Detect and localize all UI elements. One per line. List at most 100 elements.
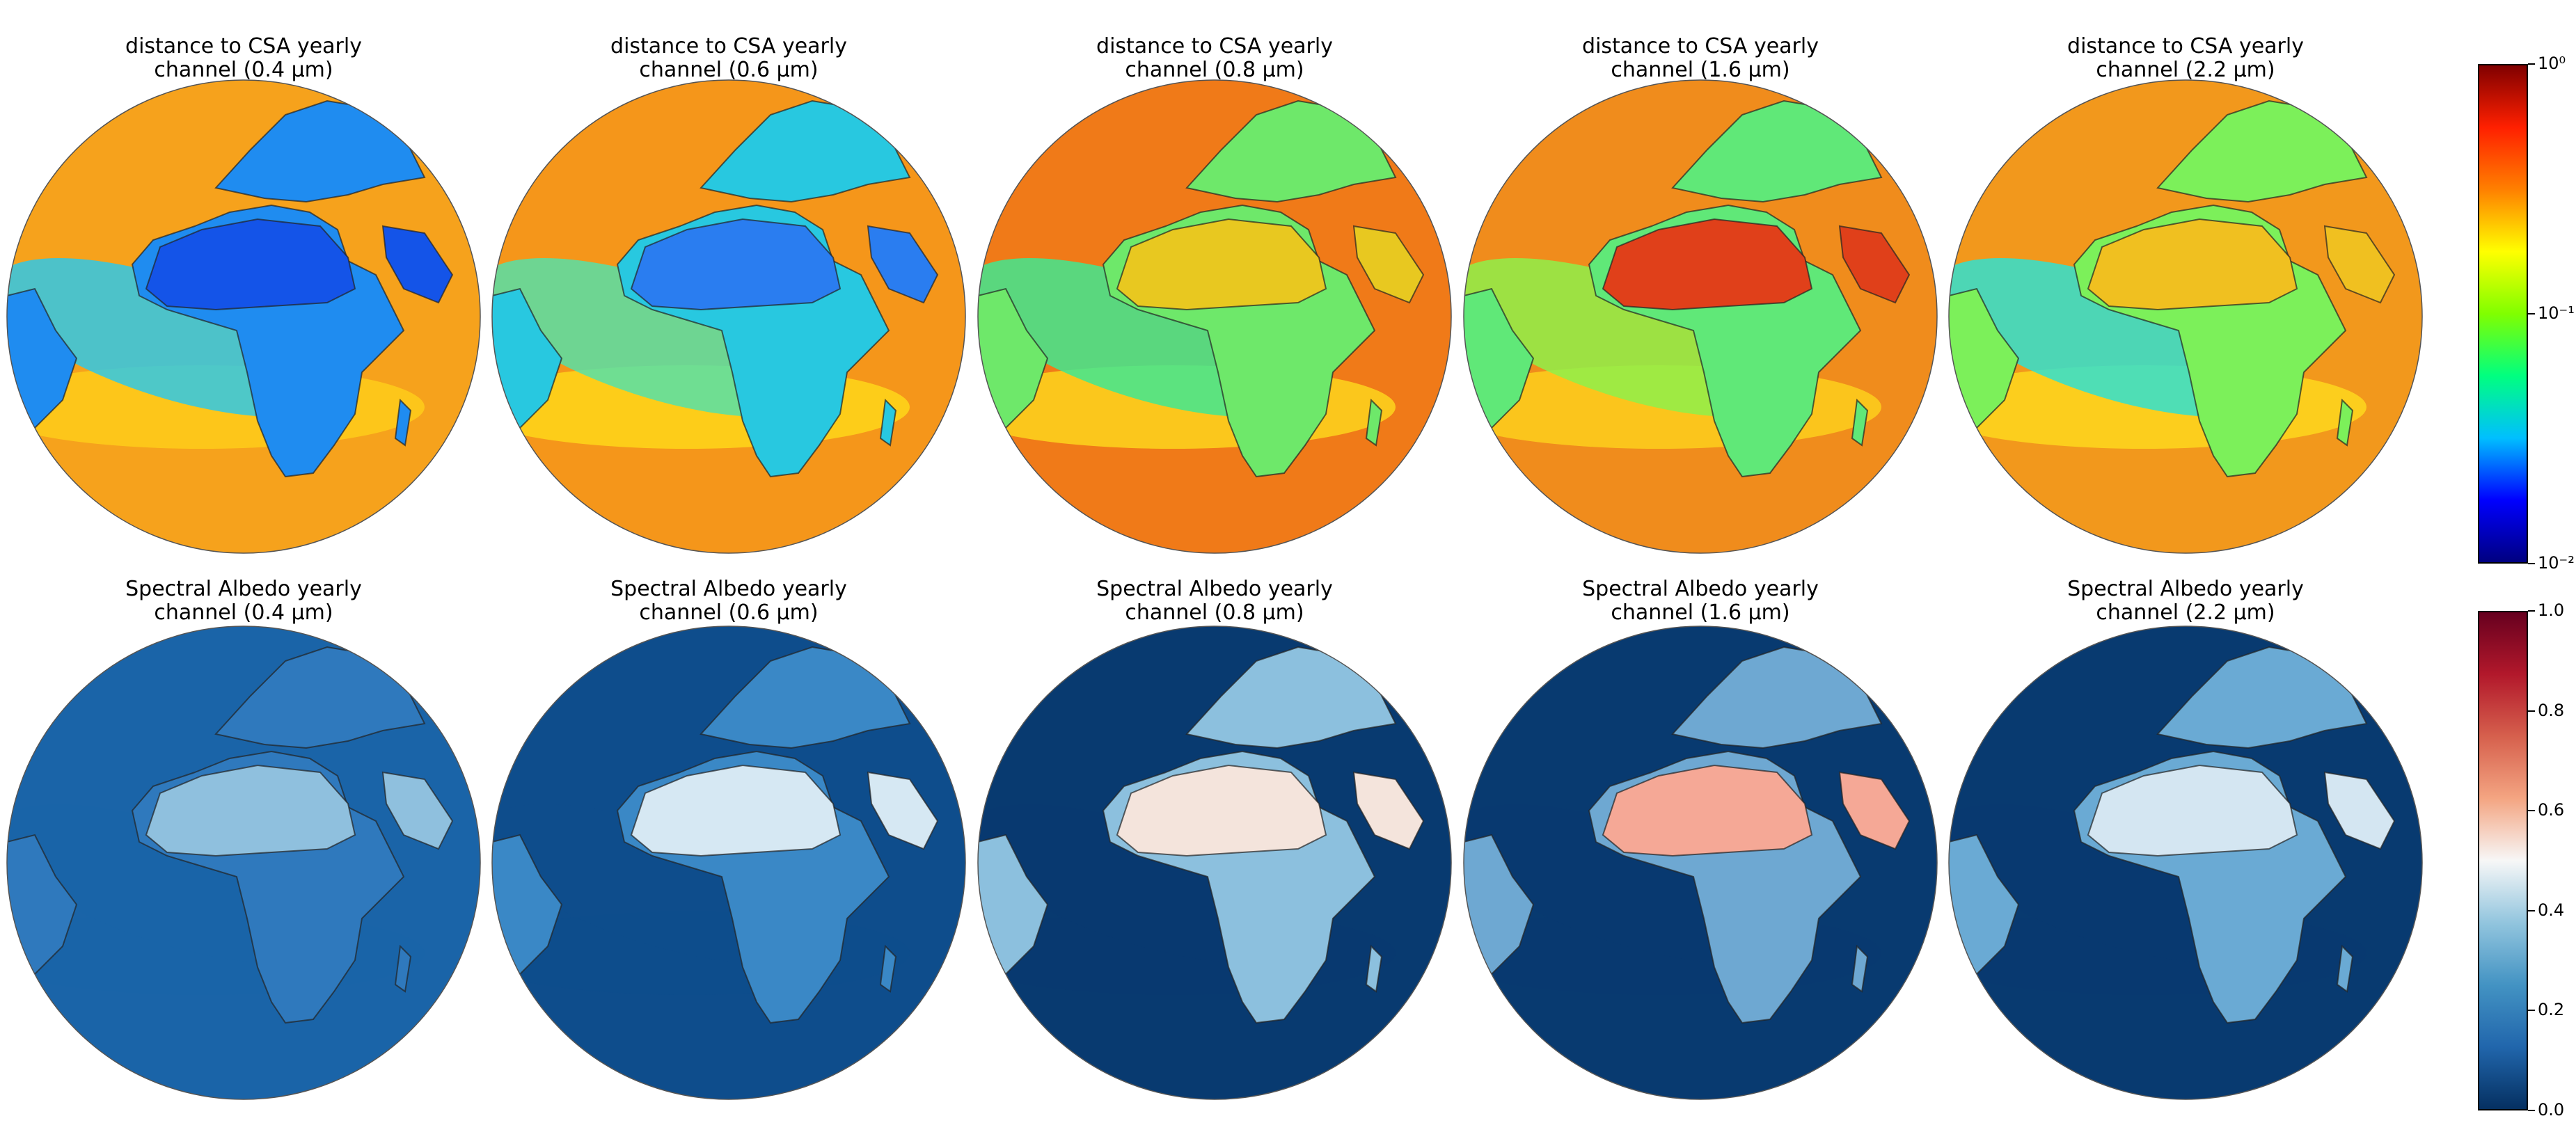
panel-title-line2: channel (0.4 μm) xyxy=(154,600,333,625)
europe-landmass xyxy=(2156,99,2368,203)
panel-title: Spectral Albedo yearly channel (1.6 μm) xyxy=(1478,578,1923,625)
spectral-albedo-globe-map xyxy=(1463,626,1938,1100)
globe-outline xyxy=(6,79,481,554)
sahara-region xyxy=(2087,218,2298,311)
panel-title: distance to CSA yearly channel (0.8 μm) xyxy=(992,35,1437,82)
europe-landmass xyxy=(1671,99,1883,203)
globe-outline xyxy=(1463,79,1938,554)
panel-title: distance to CSA yearly channel (0.6 μm) xyxy=(506,35,951,82)
madagascar-landmass xyxy=(1851,944,1869,993)
spectral-albedo-globe-map xyxy=(6,626,481,1100)
panel-title-line1: distance to CSA yearly xyxy=(125,34,362,58)
madagascar-landmass xyxy=(394,398,412,447)
panel-title: Spectral Albedo yearly channel (0.4 μm) xyxy=(21,578,466,625)
panel-title-line1: Spectral Albedo yearly xyxy=(2067,577,2304,601)
globe-outline xyxy=(977,79,1452,554)
europe-landmass xyxy=(2156,646,2368,749)
panel-title-line1: distance to CSA yearly xyxy=(610,34,847,58)
panel-title-line1: distance to CSA yearly xyxy=(2067,34,2304,58)
europe-landmass xyxy=(700,99,911,203)
arabia-landmass xyxy=(867,771,939,850)
distance-to-csa-globe-map xyxy=(1948,79,2423,554)
panel-title: distance to CSA yearly channel (0.4 μm) xyxy=(21,35,466,82)
europe-landmass xyxy=(1185,646,1397,749)
colorbar-tick-label: 0.0 xyxy=(2538,1100,2565,1120)
madagascar-landmass xyxy=(1365,944,1383,993)
spectral-albedo-globe-map xyxy=(1948,626,2423,1100)
colorbar-tick xyxy=(2528,563,2535,564)
panel-title-line2: channel (0.8 μm) xyxy=(1125,58,1304,82)
sahara-region xyxy=(145,218,356,311)
arabia-landmass xyxy=(1352,225,1425,304)
panel-title: distance to CSA yearly channel (1.6 μm) xyxy=(1478,35,1923,82)
sahara-region xyxy=(630,764,841,857)
colorbar-tick-label: 1.0 xyxy=(2538,600,2565,620)
colorbar-tick-label: 10⁰ xyxy=(2538,54,2566,73)
panel-title-line1: Spectral Albedo yearly xyxy=(610,577,847,601)
panel-title-line1: Spectral Albedo yearly xyxy=(1582,577,1819,601)
europe-landmass xyxy=(700,646,911,749)
panel-title-line2: channel (1.6 μm) xyxy=(1611,600,1790,625)
europe-landmass xyxy=(214,646,426,749)
globe-outline xyxy=(491,79,966,554)
arabia-landmass xyxy=(867,225,939,304)
spectral-albedo-globe-map xyxy=(491,626,966,1100)
globe-outline xyxy=(977,626,1452,1100)
europe-landmass xyxy=(214,99,426,203)
sahara-region xyxy=(1602,764,1813,857)
sahara-region xyxy=(630,218,841,311)
madagascar-landmass xyxy=(2336,944,2354,993)
sahara-region xyxy=(2087,764,2298,857)
colorbar-tick xyxy=(2528,909,2535,911)
madagascar-landmass xyxy=(879,944,897,993)
spectral-albedo-colorbar xyxy=(2478,611,2528,1110)
panel-title: distance to CSA yearly channel (2.2 μm) xyxy=(1963,35,2408,82)
arabia-landmass xyxy=(1838,225,1911,304)
globe-outline xyxy=(1948,79,2423,554)
distance-to-csa-globe-map xyxy=(6,79,481,554)
globe-outline xyxy=(6,626,481,1100)
panel-title: Spectral Albedo yearly channel (0.6 μm) xyxy=(506,578,951,625)
colorbar-tick xyxy=(2528,313,2535,314)
globe-outline xyxy=(1948,626,2423,1100)
panel-title: Spectral Albedo yearly channel (2.2 μm) xyxy=(1963,578,2408,625)
panel-title-line2: channel (0.6 μm) xyxy=(639,58,819,82)
globe-outline xyxy=(491,626,966,1100)
europe-landmass xyxy=(1185,99,1397,203)
distance-to-csa-globe-map xyxy=(1463,79,1938,554)
panel-title-line1: Spectral Albedo yearly xyxy=(1096,577,1333,601)
colorbar-tick-label: 0.2 xyxy=(2538,1000,2565,1020)
sahara-region xyxy=(1116,218,1327,311)
panel-title-line2: channel (0.8 μm) xyxy=(1125,600,1304,625)
madagascar-landmass xyxy=(1851,398,1869,447)
colorbar-tick-label: 0.8 xyxy=(2538,700,2565,720)
madagascar-landmass xyxy=(879,398,897,447)
arabia-landmass xyxy=(2323,771,2396,850)
panel-title-line2: channel (2.2 μm) xyxy=(2096,600,2275,625)
sahara-region xyxy=(1602,218,1813,311)
panel-title-line1: distance to CSA yearly xyxy=(1096,34,1333,58)
arabia-landmass xyxy=(1352,771,1425,850)
colorbar-tick xyxy=(2528,710,2535,712)
arabia-landmass xyxy=(2323,225,2396,304)
colorbar-tick xyxy=(2528,1010,2535,1012)
panel-title-line2: channel (0.6 μm) xyxy=(639,600,819,625)
globe-outline xyxy=(1463,626,1938,1100)
colorbar-tick-label: 0.4 xyxy=(2538,900,2565,920)
colorbar-tick-label: 0.6 xyxy=(2538,800,2565,820)
sahara-region xyxy=(145,764,356,857)
distance-to-csa-globe-map xyxy=(977,79,1452,554)
colorbar-tick-label: 10⁻² xyxy=(2538,553,2575,573)
panel-title-line1: distance to CSA yearly xyxy=(1582,34,1819,58)
panel-title: Spectral Albedo yearly channel (0.8 μm) xyxy=(992,578,1437,625)
spectral-albedo-globe-map xyxy=(977,626,1452,1100)
colorbar-tick xyxy=(2528,610,2535,612)
europe-landmass xyxy=(1671,646,1883,749)
panel-title-line2: channel (1.6 μm) xyxy=(1611,58,1790,82)
colorbar-tick xyxy=(2528,63,2535,65)
distance-to-csa-globe-map xyxy=(491,79,966,554)
arabia-landmass xyxy=(1838,771,1911,850)
madagascar-landmass xyxy=(1365,398,1383,447)
arabia-landmass xyxy=(381,225,454,304)
